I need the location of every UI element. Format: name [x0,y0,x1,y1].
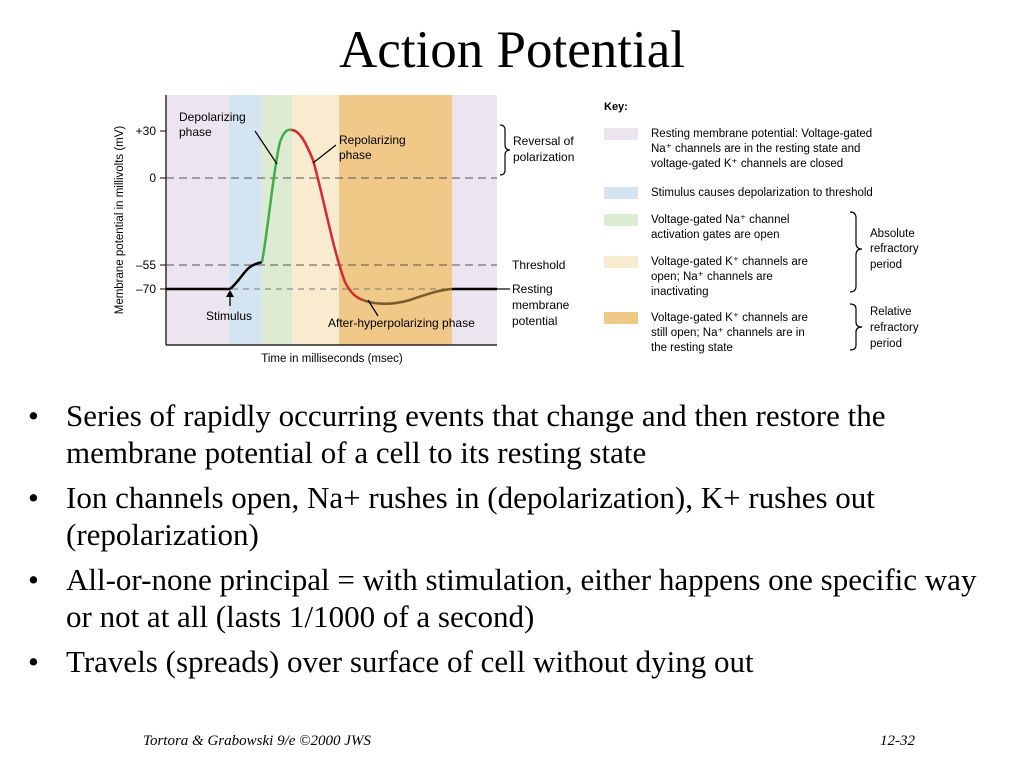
bullet-list: • Series of rapidly occurring events that… [28,397,1008,688]
relative-refractory-label: refractory [870,322,919,334]
key-text-stimulus: Stimulus causes depolarization to thresh… [651,187,873,199]
depolarizing-phase-label: Depolarizing [179,110,246,124]
key-text-k-still-open: still open; Na⁺ channels are in [651,327,805,339]
key-swatch-k-open [604,256,638,268]
threshold-label: Threshold [512,258,565,272]
resting-label: membrane [512,298,570,312]
key-text-na-open: Voltage-gated Na⁺ channel [651,214,789,226]
after-hyperpolarizing-leader-line [367,299,379,317]
repolarizing-leader-line [312,144,337,164]
bullet-marker: • [28,398,39,433]
repolarizing-phase-label: Repolarizing [339,133,406,147]
key-swatch-resting [604,128,638,140]
key-text-na-open: activation gates are open [651,229,780,241]
after-hyperpolarizing-label: After-hyperpolarizing phase [328,316,475,330]
absolute-refractory-brace [849,211,863,293]
reversal-label: Reversal of [513,134,574,148]
bullet-marker: • [28,480,39,515]
relative-refractory-label: Relative [870,306,912,318]
relative-refractory-label: period [870,338,902,350]
bullet-text: Travels (spreads) over surface of cell w… [66,644,754,679]
depolarizing-phase-label: phase [179,125,212,139]
resting-label: potential [512,314,557,328]
curve-repolarization [290,128,364,302]
footer-page-number: 12-32 [880,733,915,749]
bullet-text: Ion channels open, Na+ rushes in (depola… [66,480,875,552]
key-swatch-na-open [604,214,638,226]
y-tick-label: 0 [149,171,156,185]
key-text-k-still-open: Voltage-gated K⁺ channels are [651,312,808,324]
key-text-resting: Na⁺ channels are in the resting state an… [651,143,860,155]
slide-title: Action Potential [339,21,685,79]
resting-label: Resting [512,282,553,296]
footer-citation: Tortora & Grabowski 9/e ©2000 JWS [143,733,371,749]
stimulus-label: Stimulus [206,309,252,323]
key-swatch-k-still-open [604,312,638,324]
key-text-k-open: inactivating [651,286,709,298]
key-text-resting: Resting membrane potential: Voltage-gate… [651,128,872,140]
repolarizing-phase-label: phase [339,148,372,162]
reversal-brace [499,124,511,176]
band-stimulus [229,95,262,345]
key-text-resting: voltage-gated K⁺ channels are closed [651,158,843,170]
band-resting-right [452,95,497,345]
bullet-marker: • [28,644,39,679]
key-text-k-open: Voltage-gated K⁺ channels are [651,256,808,268]
bullet-text: All-or-none principal = with stimulation… [66,562,977,634]
depolarizing-leader-line [254,130,278,165]
bullet-item: • All-or-none principal = with stimulatio… [28,561,1008,635]
key-text-k-still-open: the resting state [651,342,733,354]
action-potential-diagram: +30 0 –55 –70 Membrane potential in mill… [114,95,919,365]
x-axis-label: Time in milliseconds (msec) [261,353,403,365]
band-na-open [262,95,292,345]
y-tick-label: –70 [136,282,156,296]
key-swatch-stimulus [604,187,638,199]
curve-stimulus-rise [229,260,263,290]
curve-depolarization [260,128,292,263]
relative-refractory-brace [849,303,863,351]
y-tick-label: –55 [136,258,156,272]
key-title: Key: [604,101,628,113]
band-resting-left [166,95,229,345]
key-text-k-open: open; Na⁺ channels are [651,271,773,283]
bullet-marker: • [28,562,39,597]
stimulus-arrow-head [226,290,234,297]
absolute-refractory-label: Absolute [870,228,915,240]
absolute-refractory-label: refractory [870,243,919,255]
bullet-text: Series of rapidly occurring events that … [66,398,886,470]
curve-after-hyperpolarization [362,287,453,305]
y-axis-label: Membrane potential in millivolts (mV) [114,126,126,315]
reversal-label: polarization [513,150,574,164]
bullet-item: • Travels (spreads) over surface of cell … [28,643,1008,680]
bullet-item: • Series of rapidly occurring events that… [28,397,1008,471]
bullet-item: • Ion channels open, Na+ rushes in (depol… [28,479,1008,553]
y-tick-label: +30 [136,124,157,138]
absolute-refractory-label: period [870,259,902,271]
